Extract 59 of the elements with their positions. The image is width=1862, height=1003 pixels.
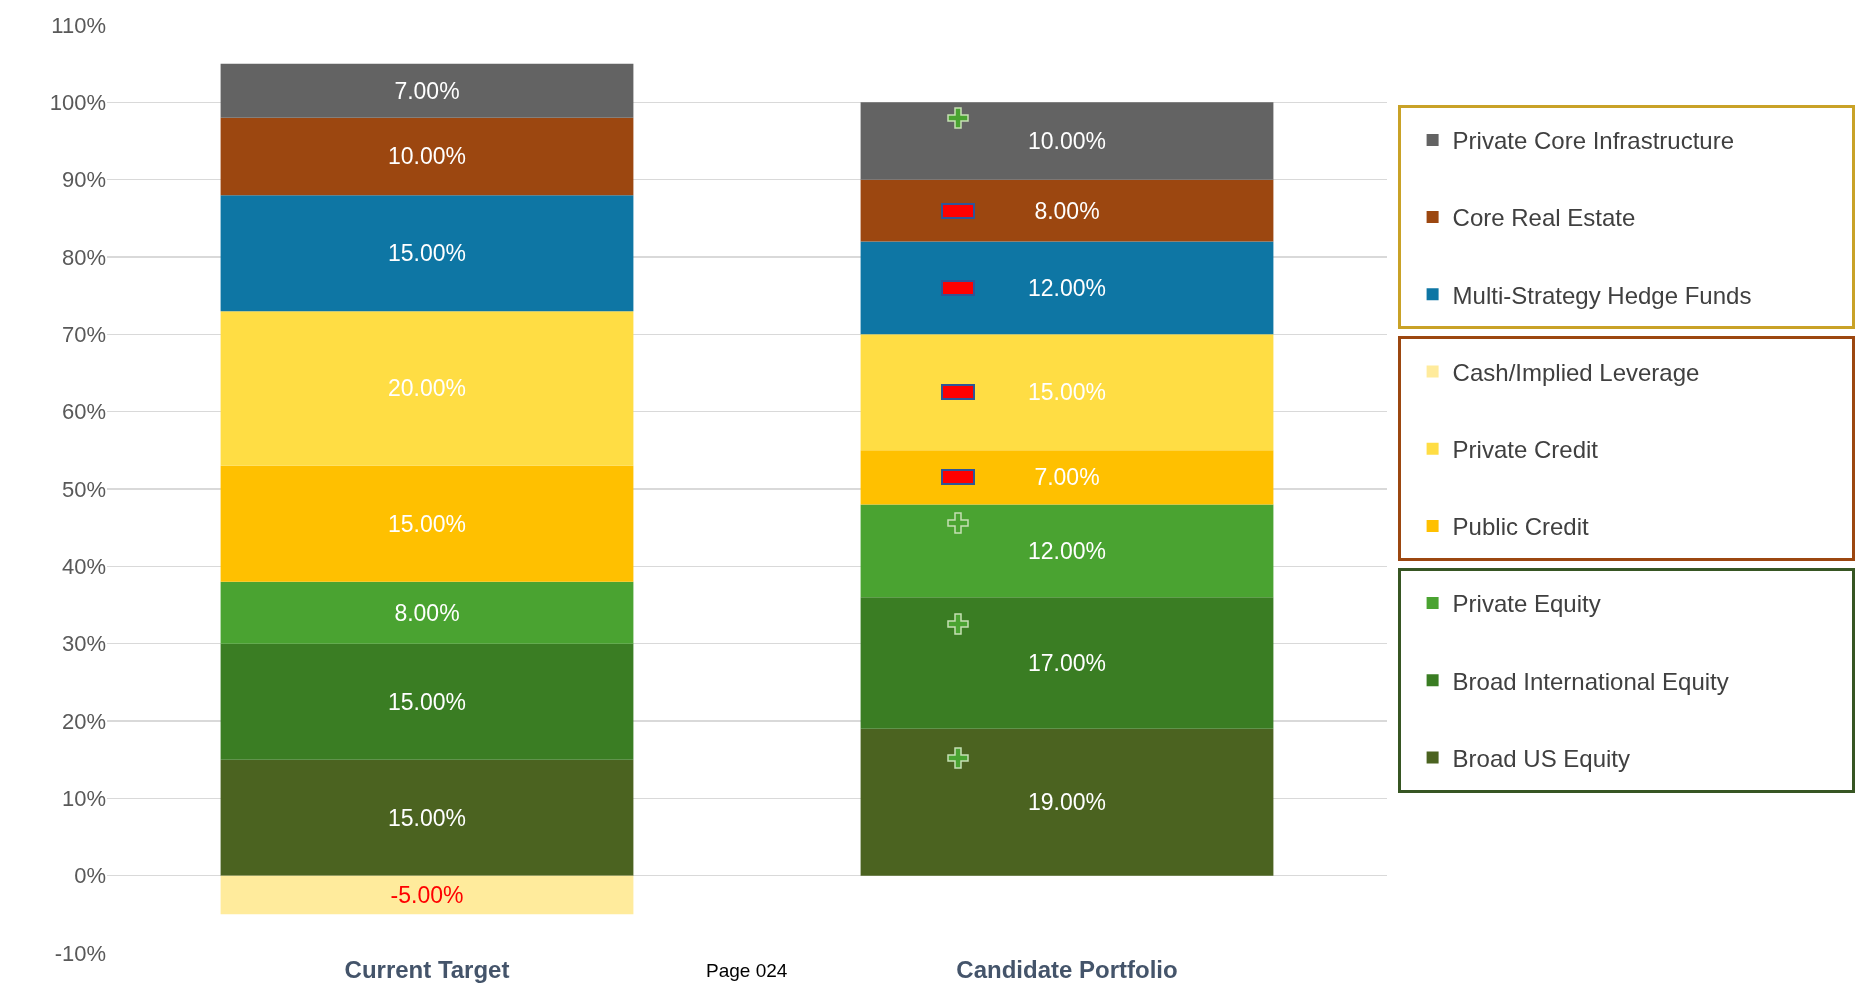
legend-label: Cash/Implied Leverage	[1452, 358, 1700, 386]
bar	[860, 179, 1274, 242]
legend-label: Public Credit	[1452, 513, 1589, 541]
bar	[220, 195, 634, 312]
data-label: 15.00%	[1027, 379, 1107, 406]
bar	[220, 311, 634, 466]
y-tick-label: 40%	[61, 554, 106, 580]
x-tick-label: Current Target	[344, 956, 510, 983]
data-label: 7.00%	[394, 77, 460, 104]
legend-label: Private Equity	[1452, 590, 1601, 618]
data-label: 20.00%	[387, 375, 467, 402]
y-tick-label: 110%	[51, 12, 106, 38]
data-label: -5.00%	[390, 882, 464, 908]
y-tick-label: 100%	[49, 90, 106, 116]
data-label: 17.00%	[1027, 650, 1107, 676]
bar	[860, 450, 1274, 505]
legend-label: Multi-Strategy Hedge Funds	[1452, 281, 1752, 309]
data-label: 10.00%	[1027, 128, 1107, 154]
legend-label: Broad US Equity	[1452, 744, 1631, 772]
bar	[860, 597, 1274, 729]
bar	[220, 875, 634, 915]
y-tick-label: 20%	[61, 708, 106, 734]
legend-label: Private Core Infrastructure	[1452, 127, 1735, 155]
bar	[220, 63, 634, 118]
y-tick-label: 30%	[61, 631, 106, 657]
data-label: 12.00%	[1027, 274, 1107, 301]
bar	[220, 465, 634, 582]
bar	[860, 241, 1274, 335]
bar	[860, 102, 1274, 180]
x-tick-label: Candidate Portfolio	[956, 956, 1178, 983]
legend-label: Broad International Equity	[1452, 667, 1729, 695]
y-tick-label: 10%	[61, 786, 106, 812]
y-tick-label: 70%	[61, 322, 106, 348]
data-label: 8.00%	[1034, 197, 1100, 224]
data-label: 15.00%	[387, 688, 467, 715]
data-label: 8.00%	[394, 599, 460, 626]
text: Page 024	[706, 960, 788, 981]
bar	[860, 728, 1274, 876]
bar	[860, 334, 1274, 451]
data-label: 7.00%	[1034, 464, 1100, 491]
legend-label: Private Credit	[1452, 436, 1599, 464]
data-label: 10.00%	[387, 143, 467, 170]
y-tick-label: 50%	[61, 476, 106, 502]
y-tick-label: 0%	[74, 863, 106, 889]
y-tick-label: 80%	[61, 244, 106, 270]
y-tick-label: -10%	[54, 940, 106, 966]
data-label: 15.00%	[387, 240, 467, 267]
bar	[220, 117, 634, 196]
bar	[860, 504, 1274, 598]
data-label: 19.00%	[1027, 789, 1107, 816]
y-tick-label: 90%	[61, 167, 106, 193]
y-tick-label: 60%	[61, 399, 106, 425]
bar	[220, 759, 634, 876]
bar	[220, 643, 634, 760]
data-label: 15.00%	[387, 510, 467, 537]
legend-label: Core Real Estate	[1452, 204, 1636, 232]
data-label: 15.00%	[387, 804, 467, 831]
data-label: 12.00%	[1027, 537, 1107, 564]
bar	[220, 581, 634, 644]
